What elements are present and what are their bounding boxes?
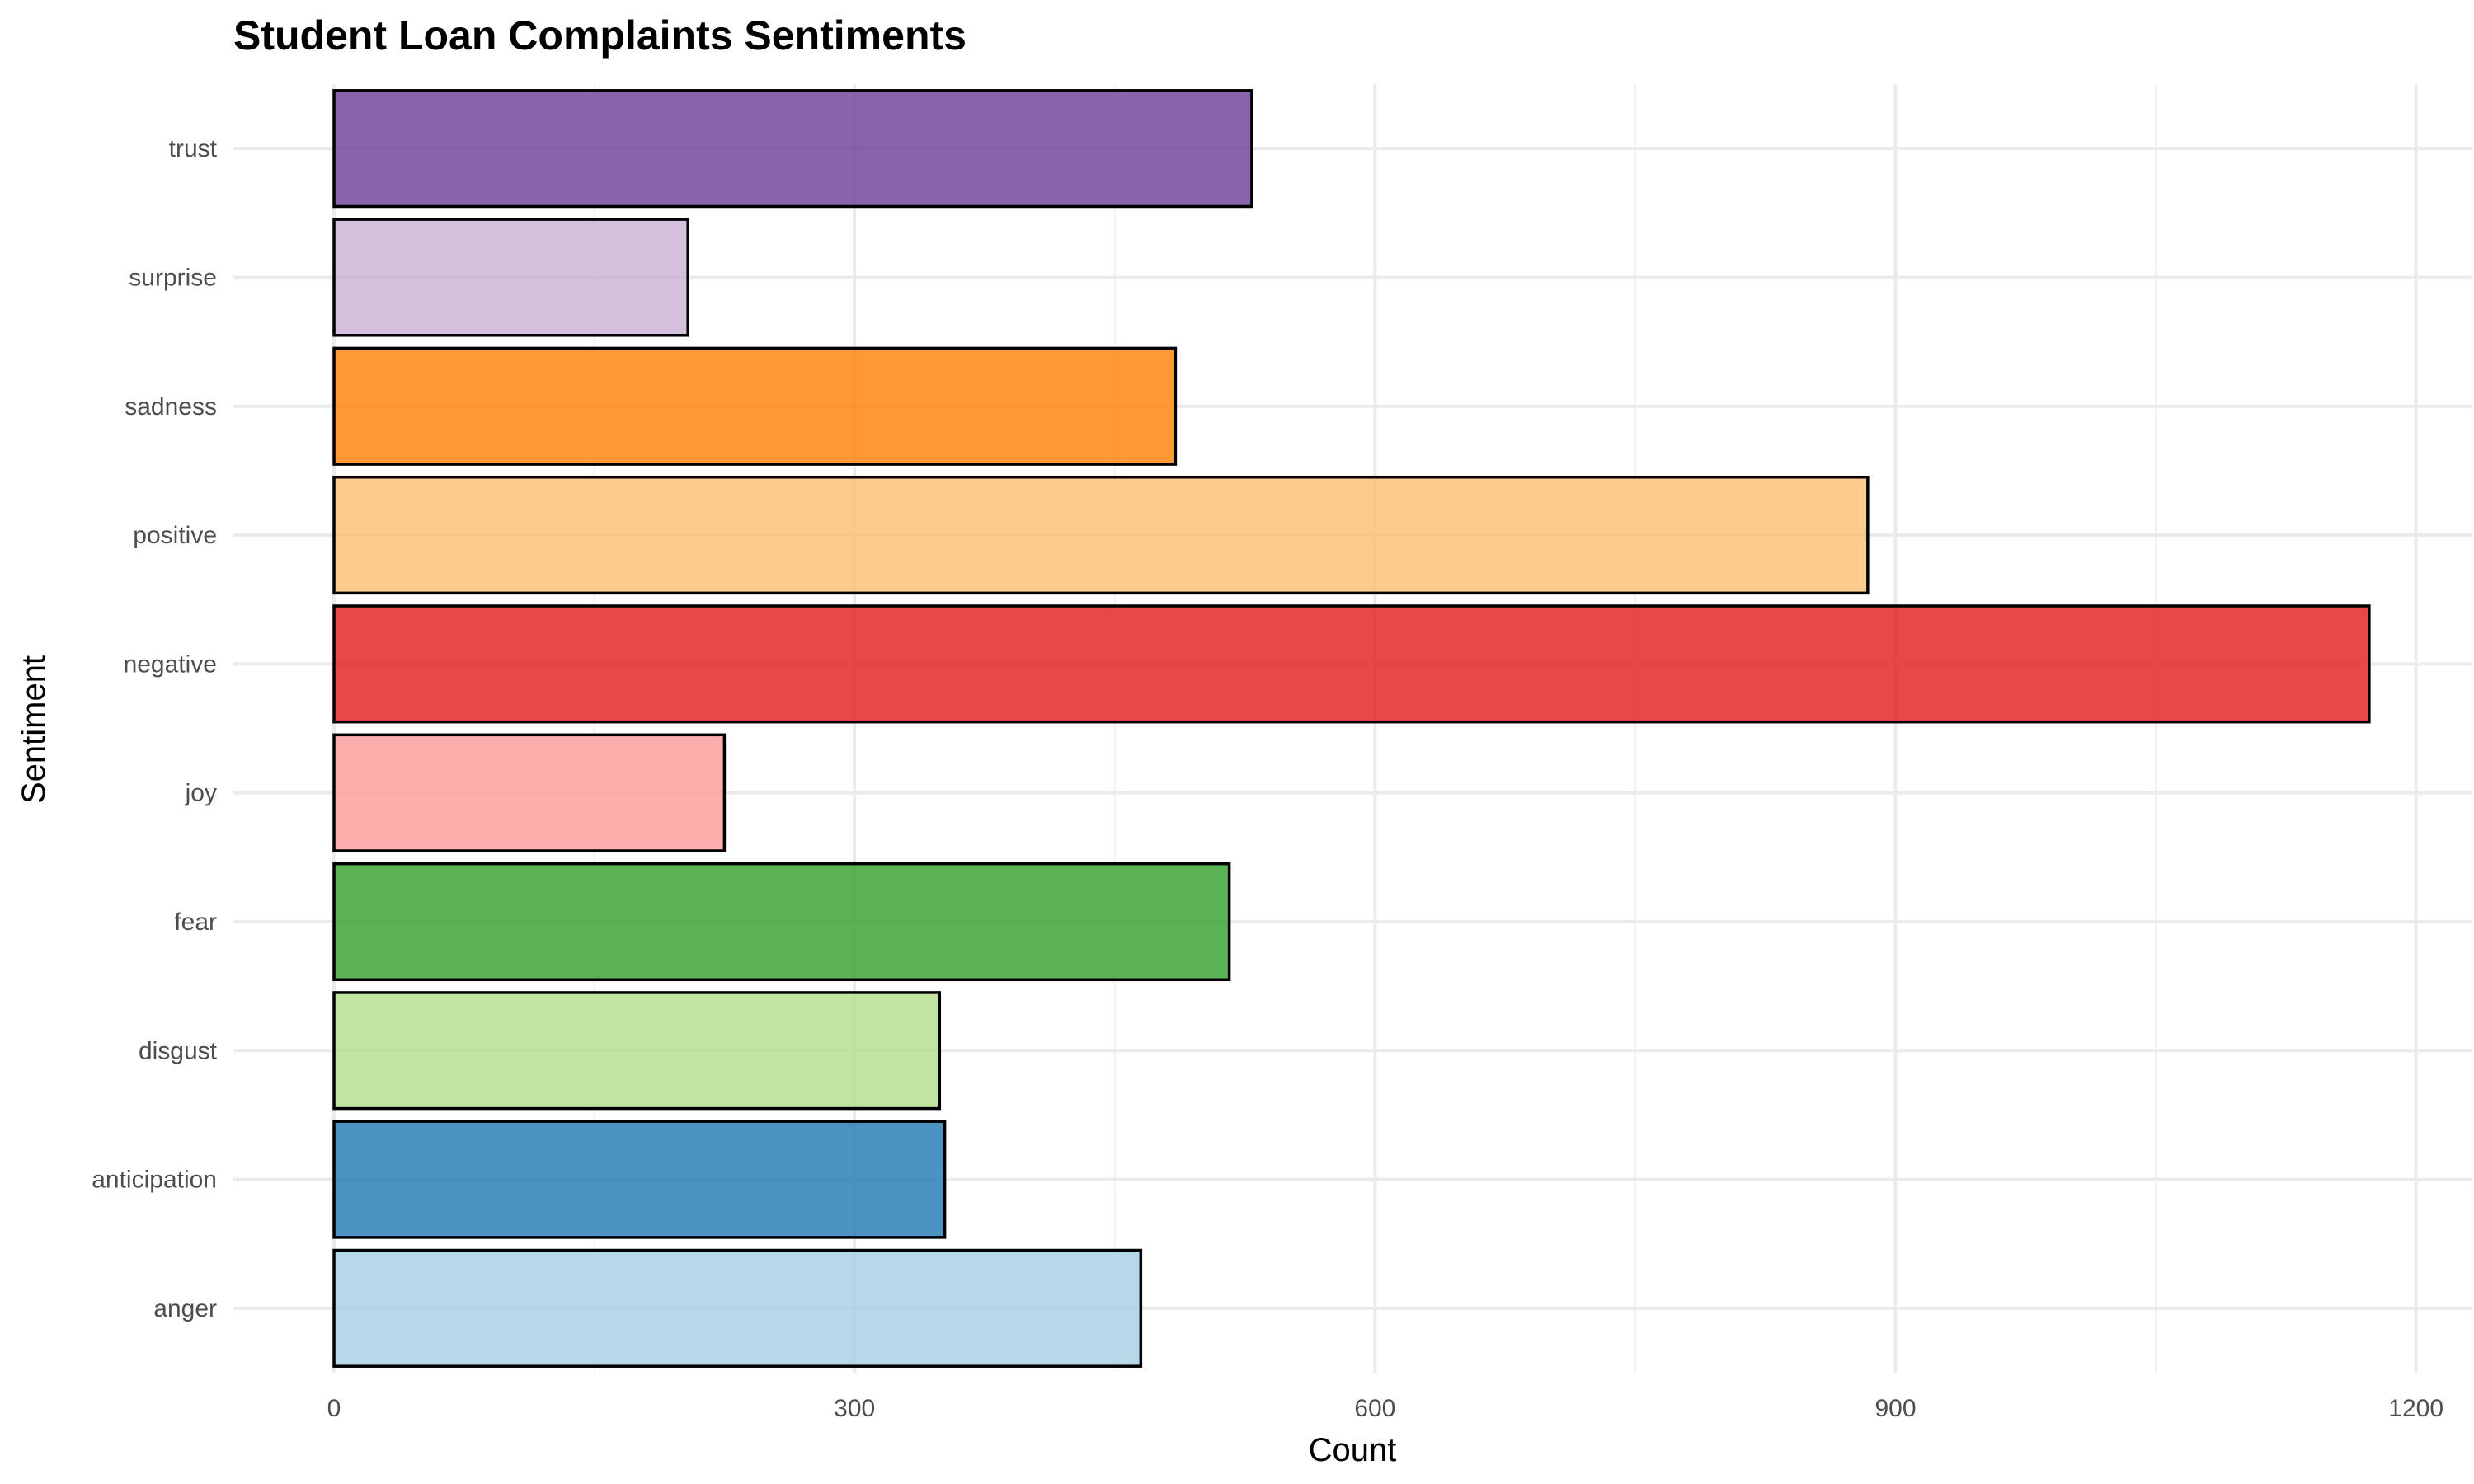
bar-negative	[332, 604, 2371, 724]
x-tick-labels: 0 300 600 900 1200	[327, 1395, 2443, 1422]
x-tick-label: 0	[327, 1395, 341, 1422]
y-tick-label: positive	[133, 522, 217, 549]
x-tick-label: 1200	[2388, 1395, 2443, 1422]
bar-layer	[332, 89, 2371, 1368]
y-tick-label: disgust	[139, 1037, 218, 1064]
bar-anger	[332, 1248, 1143, 1368]
y-axis-title: Sentiment	[16, 655, 52, 804]
chart-title: Student Loan Complaints Sentiments	[233, 12, 967, 59]
bar-anticipation	[332, 1120, 947, 1239]
bar-positive	[332, 475, 1870, 595]
y-tick-label: fear	[174, 909, 217, 936]
x-tick-label: 300	[834, 1395, 875, 1422]
x-axis-title: Count	[1309, 1432, 1397, 1468]
bar-sadness	[332, 346, 1178, 466]
y-tick-label: sadness	[125, 393, 217, 420]
x-tick-label: 900	[1874, 1395, 1916, 1422]
bar-fear	[332, 862, 1231, 982]
x-tick-label: 600	[1354, 1395, 1395, 1422]
y-tick-label: trust	[169, 135, 218, 162]
y-tick-label: joy	[185, 780, 217, 807]
bar-disgust	[332, 991, 942, 1111]
bar-surprise	[332, 218, 689, 337]
y-tick-label: negative	[124, 650, 217, 678]
y-tick-label: anticipation	[92, 1167, 217, 1194]
bar-joy	[332, 733, 727, 852]
y-tick-label: anger	[153, 1295, 217, 1322]
y-tick-label: surprise	[129, 264, 217, 291]
bar-trust	[332, 89, 1253, 209]
y-tick-labels: anger anticipation disgust fear joy negative p…	[92, 135, 217, 1322]
